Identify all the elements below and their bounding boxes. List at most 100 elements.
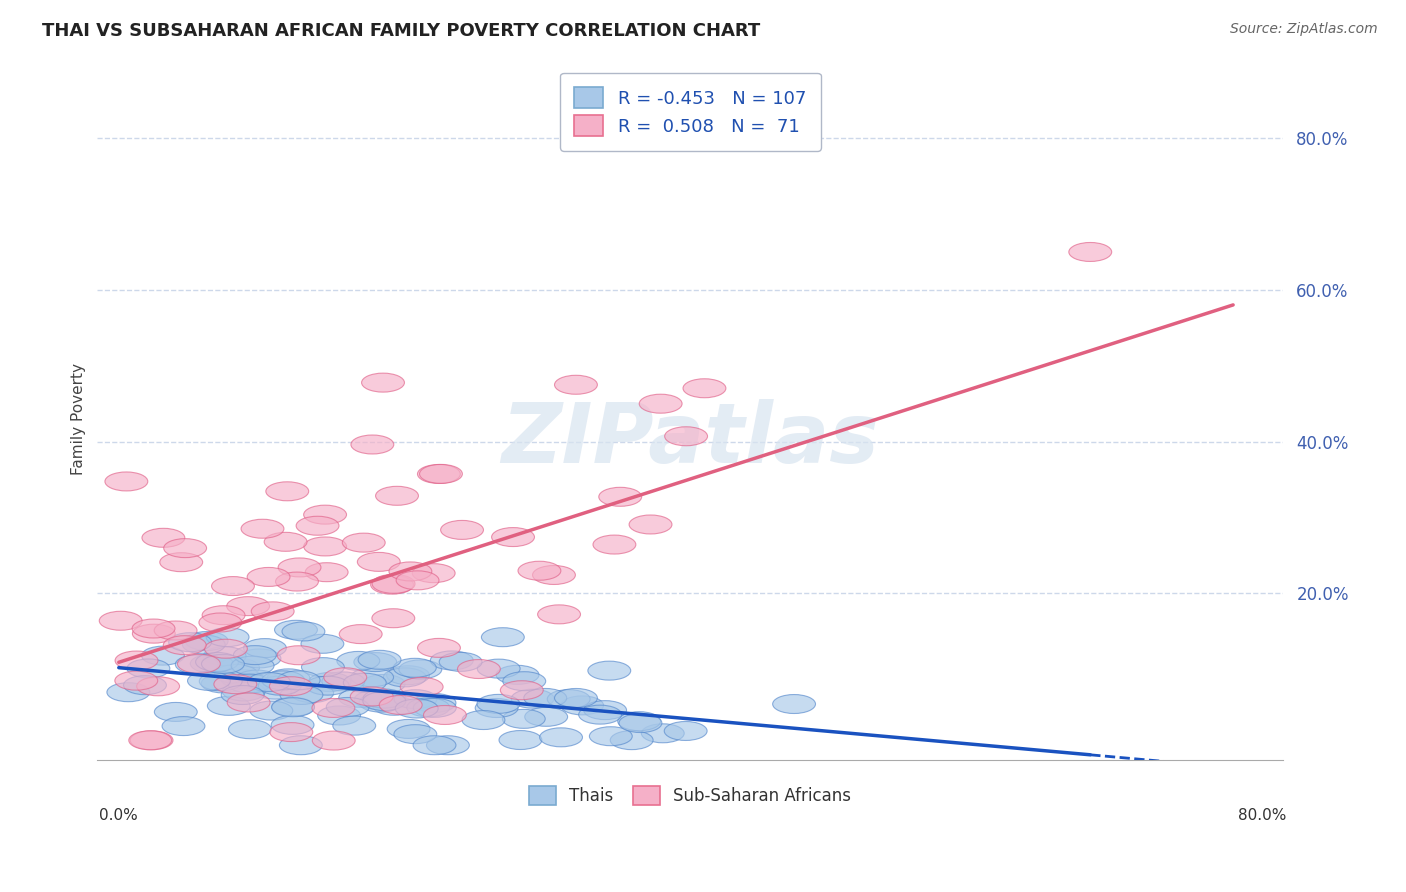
Ellipse shape (132, 619, 174, 638)
Ellipse shape (419, 465, 463, 483)
Ellipse shape (406, 698, 450, 717)
Ellipse shape (229, 720, 271, 739)
Ellipse shape (387, 665, 429, 685)
Ellipse shape (413, 736, 456, 755)
Ellipse shape (373, 608, 415, 628)
Ellipse shape (142, 528, 184, 548)
Ellipse shape (183, 635, 225, 654)
Ellipse shape (524, 707, 568, 726)
Ellipse shape (163, 636, 207, 655)
Ellipse shape (463, 711, 505, 730)
Ellipse shape (628, 515, 672, 534)
Ellipse shape (240, 519, 284, 538)
Text: THAI VS SUBSAHARAN AFRICAN FAMILY POVERTY CORRELATION CHART: THAI VS SUBSAHARAN AFRICAN FAMILY POVERT… (42, 22, 761, 40)
Ellipse shape (195, 652, 239, 672)
Ellipse shape (501, 681, 543, 699)
Ellipse shape (259, 676, 301, 695)
Ellipse shape (207, 697, 250, 715)
Ellipse shape (274, 620, 318, 640)
Ellipse shape (131, 731, 173, 750)
Ellipse shape (247, 567, 290, 586)
Ellipse shape (589, 727, 633, 746)
Ellipse shape (561, 696, 603, 714)
Ellipse shape (363, 691, 406, 711)
Ellipse shape (517, 561, 561, 580)
Ellipse shape (304, 537, 347, 556)
Ellipse shape (243, 639, 287, 657)
Ellipse shape (323, 668, 367, 687)
Ellipse shape (350, 668, 394, 687)
Ellipse shape (477, 694, 520, 714)
Ellipse shape (201, 673, 245, 693)
Ellipse shape (352, 435, 394, 454)
Text: 80.0%: 80.0% (1237, 808, 1286, 823)
Ellipse shape (457, 659, 501, 679)
Ellipse shape (312, 698, 354, 717)
Ellipse shape (305, 563, 349, 582)
Ellipse shape (412, 564, 456, 582)
Ellipse shape (264, 533, 307, 551)
Ellipse shape (277, 671, 321, 690)
Ellipse shape (554, 376, 598, 394)
Ellipse shape (202, 606, 245, 624)
Ellipse shape (214, 674, 257, 694)
Ellipse shape (617, 712, 661, 731)
Ellipse shape (308, 673, 352, 691)
Ellipse shape (155, 702, 197, 722)
Ellipse shape (235, 670, 278, 689)
Ellipse shape (301, 657, 344, 677)
Ellipse shape (540, 728, 582, 747)
Ellipse shape (200, 672, 242, 690)
Ellipse shape (426, 736, 470, 755)
Ellipse shape (217, 658, 260, 677)
Ellipse shape (270, 723, 312, 741)
Ellipse shape (226, 597, 270, 615)
Ellipse shape (394, 658, 436, 677)
Ellipse shape (250, 701, 292, 720)
Ellipse shape (664, 722, 707, 740)
Ellipse shape (357, 552, 401, 572)
Ellipse shape (350, 687, 394, 706)
Ellipse shape (1069, 243, 1112, 261)
Ellipse shape (136, 677, 180, 696)
Ellipse shape (221, 670, 264, 689)
Ellipse shape (339, 689, 381, 707)
Ellipse shape (228, 693, 270, 712)
Ellipse shape (247, 673, 291, 691)
Ellipse shape (100, 611, 142, 631)
Ellipse shape (599, 487, 641, 507)
Ellipse shape (190, 654, 233, 673)
Ellipse shape (537, 605, 581, 624)
Ellipse shape (418, 639, 460, 657)
Ellipse shape (533, 566, 575, 584)
Ellipse shape (124, 675, 166, 695)
Ellipse shape (363, 674, 405, 693)
Ellipse shape (481, 628, 524, 647)
Ellipse shape (583, 700, 627, 720)
Ellipse shape (253, 681, 297, 699)
Ellipse shape (307, 676, 349, 695)
Ellipse shape (105, 472, 148, 491)
Ellipse shape (280, 685, 323, 705)
Ellipse shape (266, 482, 309, 500)
Ellipse shape (394, 690, 437, 708)
Ellipse shape (169, 632, 211, 652)
Ellipse shape (373, 697, 416, 715)
Ellipse shape (524, 689, 567, 707)
Ellipse shape (301, 634, 344, 653)
Ellipse shape (312, 731, 356, 750)
Ellipse shape (413, 698, 456, 717)
Ellipse shape (337, 651, 380, 671)
Ellipse shape (354, 690, 396, 709)
Ellipse shape (395, 699, 439, 718)
Ellipse shape (204, 647, 246, 665)
Ellipse shape (304, 505, 346, 524)
Ellipse shape (283, 622, 325, 641)
Ellipse shape (271, 698, 315, 717)
Ellipse shape (215, 665, 257, 683)
Ellipse shape (132, 624, 176, 643)
Ellipse shape (142, 646, 184, 665)
Ellipse shape (413, 693, 456, 713)
Ellipse shape (222, 682, 266, 701)
Ellipse shape (115, 651, 157, 670)
